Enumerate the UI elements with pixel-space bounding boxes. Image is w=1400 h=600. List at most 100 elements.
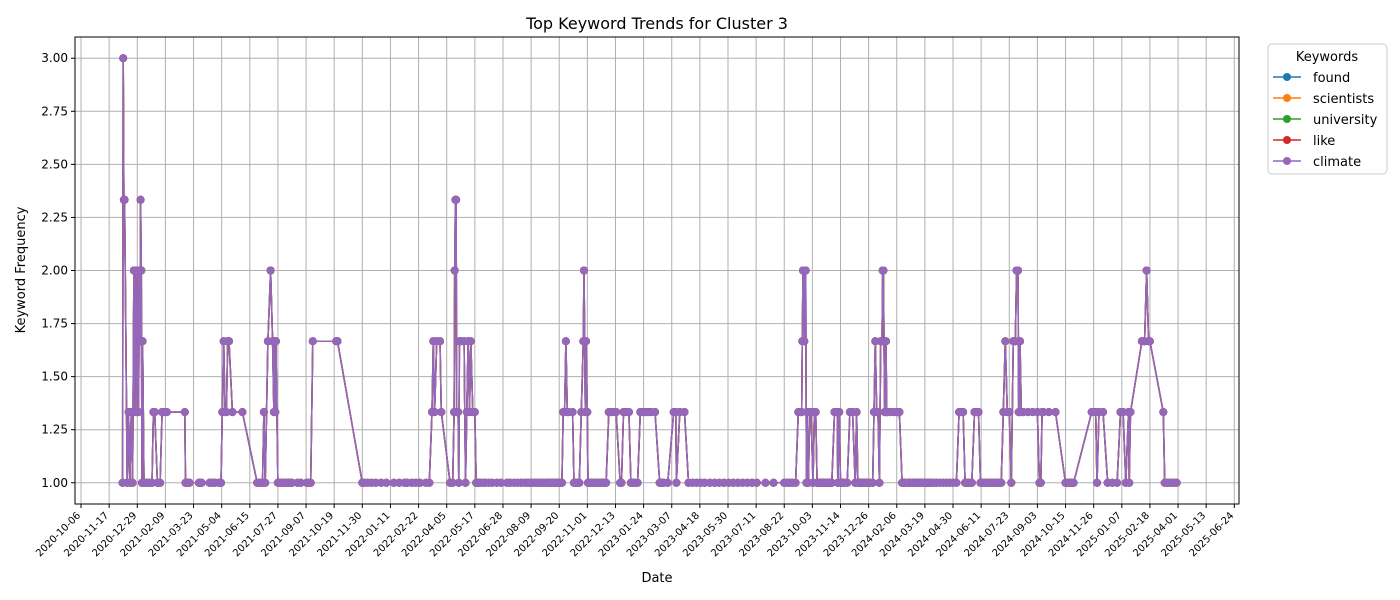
data-point xyxy=(271,408,280,417)
legend-swatch-marker xyxy=(1283,157,1291,165)
data-point xyxy=(308,337,317,346)
data-point xyxy=(1142,266,1151,275)
data-point xyxy=(1007,478,1016,487)
legend-label: scientists xyxy=(1313,92,1374,107)
data-point xyxy=(1093,478,1101,487)
legend-label: found xyxy=(1313,71,1350,86)
data-point xyxy=(296,478,305,487)
data-point xyxy=(228,408,237,417)
data-point xyxy=(583,408,592,417)
data-point xyxy=(868,478,877,487)
y-tick-label: 1.50 xyxy=(41,370,68,384)
data-point xyxy=(1145,337,1154,346)
data-point xyxy=(137,266,146,275)
data-point xyxy=(436,337,444,346)
data-point xyxy=(811,408,820,417)
data-point xyxy=(561,337,570,346)
data-point xyxy=(843,478,852,487)
data-point xyxy=(827,478,836,487)
data-point xyxy=(466,337,475,346)
data-point xyxy=(271,337,280,346)
data-point xyxy=(415,478,424,487)
legend-label: university xyxy=(1313,113,1378,128)
data-point xyxy=(672,478,681,487)
y-tick-label: 2.00 xyxy=(41,264,68,278)
data-point xyxy=(568,408,577,417)
data-point xyxy=(800,337,809,346)
x-axis-label: Date xyxy=(641,571,672,586)
legend-swatch-marker xyxy=(1283,94,1291,102)
data-point xyxy=(1069,478,1078,487)
data-point xyxy=(680,408,689,417)
y-tick-label: 3.00 xyxy=(41,51,68,65)
data-point xyxy=(1016,337,1024,346)
data-point xyxy=(333,337,342,346)
data-point xyxy=(895,408,904,417)
legend-swatch-marker xyxy=(1283,73,1291,81)
data-point xyxy=(1172,478,1181,487)
data-point xyxy=(580,266,588,275)
data-point xyxy=(624,408,633,417)
y-axis-ticks: 1.00 1.25 1.50 1.75 2.00 2.25 2.50 2.75 3.00 xyxy=(41,51,75,490)
data-point xyxy=(225,337,233,346)
data-point xyxy=(261,478,270,487)
data-point xyxy=(882,337,890,346)
legend-item-found: found xyxy=(1273,71,1350,86)
data-point xyxy=(1126,408,1135,417)
data-point xyxy=(1159,408,1168,417)
grid-lines xyxy=(75,37,1239,504)
data-point xyxy=(461,478,470,487)
data-point xyxy=(997,478,1006,487)
data-point xyxy=(835,408,844,417)
data-point xyxy=(136,195,145,204)
data-point xyxy=(602,478,611,487)
y-tick-label: 1.75 xyxy=(41,317,68,331)
data-point xyxy=(197,478,206,487)
legend: Keywords found scientists university like cl… xyxy=(1267,43,1388,175)
legend-title: Keywords xyxy=(1296,50,1359,65)
data-point xyxy=(752,478,761,487)
data-point xyxy=(238,408,247,417)
y-tick-label: 1.00 xyxy=(41,476,68,490)
legend-swatch-marker xyxy=(1283,115,1291,123)
legend-label: like xyxy=(1313,134,1335,149)
legend-swatch-marker xyxy=(1283,136,1291,144)
data-point xyxy=(1044,408,1053,417)
data-point xyxy=(120,195,129,204)
legend-items: found scientists university like climate xyxy=(1273,71,1378,170)
legend-label: climate xyxy=(1313,155,1361,170)
data-point xyxy=(119,54,128,63)
data-point xyxy=(185,478,194,487)
y-tick-label: 1.25 xyxy=(41,423,68,437)
data-point xyxy=(651,408,659,417)
data-point xyxy=(454,478,463,487)
series-markers-climate xyxy=(118,54,1181,487)
data-point xyxy=(952,478,961,487)
legend-item-climate: climate xyxy=(1273,155,1361,170)
data-point xyxy=(852,408,861,417)
data-point xyxy=(437,408,446,417)
legend-item-like: like xyxy=(1273,134,1335,149)
data-point xyxy=(425,478,434,487)
data-point xyxy=(156,478,165,487)
legend-item-university: university xyxy=(1273,113,1378,128)
legend-item-scientists: scientists xyxy=(1273,92,1374,107)
data-point xyxy=(454,408,463,417)
data-point xyxy=(761,478,770,487)
y-axis-label: Keyword Frequency xyxy=(14,206,29,333)
data-point xyxy=(128,478,137,487)
data-point xyxy=(497,478,505,487)
data-point xyxy=(430,408,439,417)
data-point xyxy=(222,408,231,417)
data-point xyxy=(452,195,461,204)
data-point xyxy=(150,408,159,417)
data-point xyxy=(575,478,584,487)
data-point xyxy=(633,478,642,487)
x-axis-ticks: 2020-10-062020-11-172020-12-292021-02-09… xyxy=(34,504,1236,559)
data-point xyxy=(1051,408,1060,417)
data-point xyxy=(1099,408,1107,417)
data-point xyxy=(138,337,147,346)
data-point xyxy=(1001,337,1010,346)
